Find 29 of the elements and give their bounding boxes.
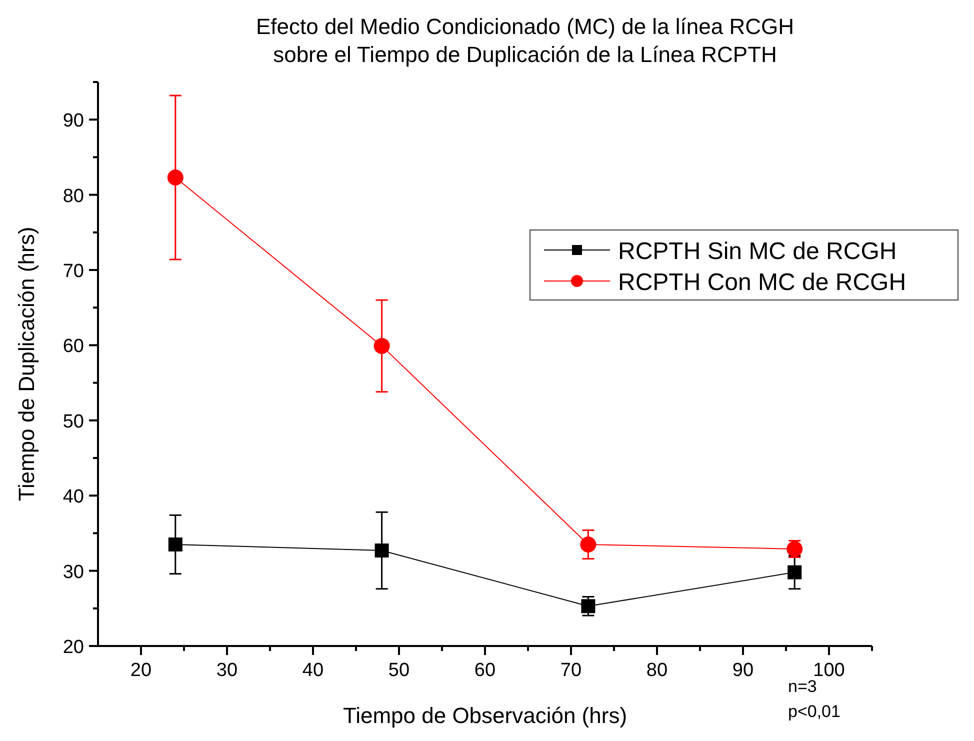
chart-title: Efecto del Medio Condicionado (MC) de la línea RCGH sobre el Tiempo de Duplicación de la Línea RCPTH [256, 14, 794, 67]
x-tick-label: 20 [130, 660, 152, 681]
x-tick-label: 90 [732, 660, 754, 681]
y-tick-label: 40 [62, 486, 84, 508]
point [580, 536, 596, 552]
x-tick-label: 30 [216, 660, 238, 681]
point [788, 565, 802, 580]
point [374, 543, 389, 558]
legend-label: RCPTH Con MC de RCGH [618, 269, 906, 296]
legend-label: RCPTH Sin MC de RCGH [618, 238, 897, 265]
text: p<0,01 [788, 702, 840, 721]
point [167, 170, 184, 186]
point [168, 537, 182, 552]
y-tick-label: 90 [62, 110, 84, 132]
y-tick-label: 30 [62, 562, 84, 583]
y-tick-label: 60 [62, 336, 84, 358]
y-tick-label: 50 [62, 411, 84, 432]
y-axis-title: Tiempo de Duplicación (hrs) [14, 226, 39, 502]
x-tick-label: 70 [560, 660, 582, 681]
y-tick-label: 20 [62, 637, 84, 658]
x-tick-label: 50 [388, 660, 410, 681]
x-tick-label: 60 [474, 660, 496, 681]
point [374, 338, 390, 354]
y-tick-label: 70 [62, 261, 84, 282]
point [581, 599, 596, 614]
x-tick-label: 40 [302, 660, 324, 681]
x-tick-label: 80 [646, 660, 668, 681]
x-axis-title: Tiempo de Observación (hrs) [342, 703, 628, 728]
y-tick-label: 80 [62, 186, 84, 207]
